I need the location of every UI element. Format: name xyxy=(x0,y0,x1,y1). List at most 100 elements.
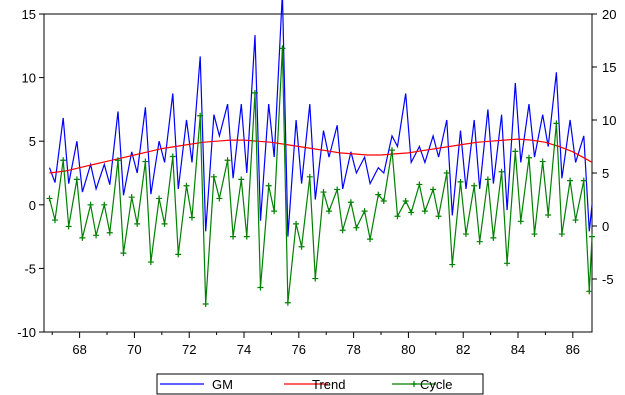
cycle-point-marker xyxy=(216,195,223,202)
cycle-point-marker xyxy=(339,227,346,234)
cycle-point-marker xyxy=(558,231,565,238)
cycle-point-marker xyxy=(353,224,360,231)
x-tick-label: 74 xyxy=(237,342,251,357)
cycle-point-marker xyxy=(572,217,579,224)
cycle-point-marker xyxy=(325,208,332,215)
cycle-point-marker xyxy=(298,243,305,250)
cycle-point-marker xyxy=(175,251,182,258)
cycle-point-marker xyxy=(271,208,278,215)
cycle-point-marker xyxy=(251,89,258,96)
cycle-point-marker xyxy=(183,182,190,189)
cycle-point-marker xyxy=(257,284,264,291)
x-tick-label: 70 xyxy=(127,342,141,357)
cycle-point-marker xyxy=(394,213,401,220)
cycle-point-marker xyxy=(375,191,382,198)
cycle-point-marker xyxy=(545,211,552,218)
cycle-point-marker xyxy=(367,236,374,243)
cycle-point-marker xyxy=(567,177,574,184)
cycle-point-marker xyxy=(457,178,464,185)
cycle-point-marker xyxy=(73,176,80,183)
cycle-point-marker xyxy=(51,217,58,224)
right-tick-label: -5 xyxy=(602,272,614,287)
cycle-point-marker xyxy=(347,199,354,206)
cycle-point-marker xyxy=(312,275,319,282)
left-tick-label: 15 xyxy=(22,7,36,22)
cycle-point-marker xyxy=(462,231,469,238)
cycle-point-marker xyxy=(210,173,217,180)
x-tick-label: 86 xyxy=(566,342,580,357)
cycle-point-marker xyxy=(202,301,209,308)
cycle-point-marker xyxy=(279,45,286,52)
cycle-point-marker xyxy=(224,157,231,164)
cycle-point-marker xyxy=(169,153,176,160)
cycle-point-marker xyxy=(243,233,250,240)
x-tick-label: 84 xyxy=(511,342,525,357)
left-tick-label: 5 xyxy=(29,134,36,149)
cycle-point-marker xyxy=(490,234,497,241)
series-line-cycle xyxy=(48,48,593,305)
cycle-point-marker xyxy=(443,170,450,176)
right-tick-label: 10 xyxy=(602,113,616,128)
x-tick-label: 80 xyxy=(401,342,415,357)
cycle-point-marker xyxy=(580,177,587,184)
series-line-gm xyxy=(48,0,593,237)
x-tick-label: 78 xyxy=(346,342,360,357)
series-line-trend xyxy=(49,138,593,174)
cycle-point-marker xyxy=(589,233,595,240)
cycle-point-marker xyxy=(430,186,437,193)
cycle-point-marker xyxy=(517,218,524,225)
cycle-point-marker xyxy=(156,195,163,202)
x-tick-label: 72 xyxy=(182,342,196,357)
cycle-point-marker xyxy=(106,229,113,236)
cycle-point-marker xyxy=(46,195,53,202)
cycle-point-marker xyxy=(306,173,313,180)
cycle-point-marker xyxy=(449,261,456,268)
cycle-point-marker xyxy=(435,213,442,220)
cycle-point-marker xyxy=(402,197,409,204)
cycle-point-marker xyxy=(476,238,483,245)
right-tick-label: 20 xyxy=(602,7,616,22)
legend-label-trend: Trend xyxy=(312,377,345,392)
cycle-point-marker xyxy=(147,259,154,266)
legend-marker-cycle xyxy=(411,381,417,387)
cycle-point-marker xyxy=(416,181,423,188)
legend-label-gm: GM xyxy=(212,377,233,392)
cycle-point-marker xyxy=(498,168,505,175)
cycle-point-marker xyxy=(60,157,67,164)
x-tick-label: 82 xyxy=(456,342,470,357)
cycle-point-marker xyxy=(142,158,149,165)
cycle-point-marker xyxy=(531,231,538,238)
cycle-point-marker xyxy=(586,288,593,295)
cycle-point-marker xyxy=(134,220,141,227)
cycle-point-marker xyxy=(380,197,387,204)
cycle-point-marker xyxy=(87,201,94,208)
legend: GM Trend Cycle xyxy=(156,373,484,395)
left-tick-label: -5 xyxy=(24,261,36,276)
cycle-point-marker xyxy=(361,208,368,215)
x-tick-label: 68 xyxy=(72,342,86,357)
cycle-point-marker xyxy=(188,214,195,221)
series-layer xyxy=(46,0,595,308)
right-tick-label: 5 xyxy=(602,166,609,181)
cycle-point-marker xyxy=(161,220,168,227)
cycle-point-marker xyxy=(114,157,121,164)
cycle-point-marker xyxy=(65,223,72,230)
legend-label-cycle: Cycle xyxy=(420,377,453,392)
cycle-point-marker xyxy=(93,232,100,239)
cycle-point-marker xyxy=(284,299,291,306)
cycle-point-marker xyxy=(553,120,560,127)
left-tick-label: -10 xyxy=(17,325,36,340)
cycle-point-marker xyxy=(79,234,86,241)
left-tick-label: 0 xyxy=(29,198,36,213)
cycle-point-marker xyxy=(539,158,546,165)
cycle-point-marker xyxy=(484,176,491,183)
cycle-point-marker xyxy=(128,194,135,201)
cycle-point-marker xyxy=(388,147,395,154)
cycle-point-marker xyxy=(504,260,511,267)
cycle-point-marker xyxy=(101,201,108,208)
cycle-point-marker xyxy=(525,154,532,161)
cycle-point-marker xyxy=(293,220,300,227)
cycle-point-marker xyxy=(197,112,204,119)
right-tick-label: 15 xyxy=(602,60,616,75)
